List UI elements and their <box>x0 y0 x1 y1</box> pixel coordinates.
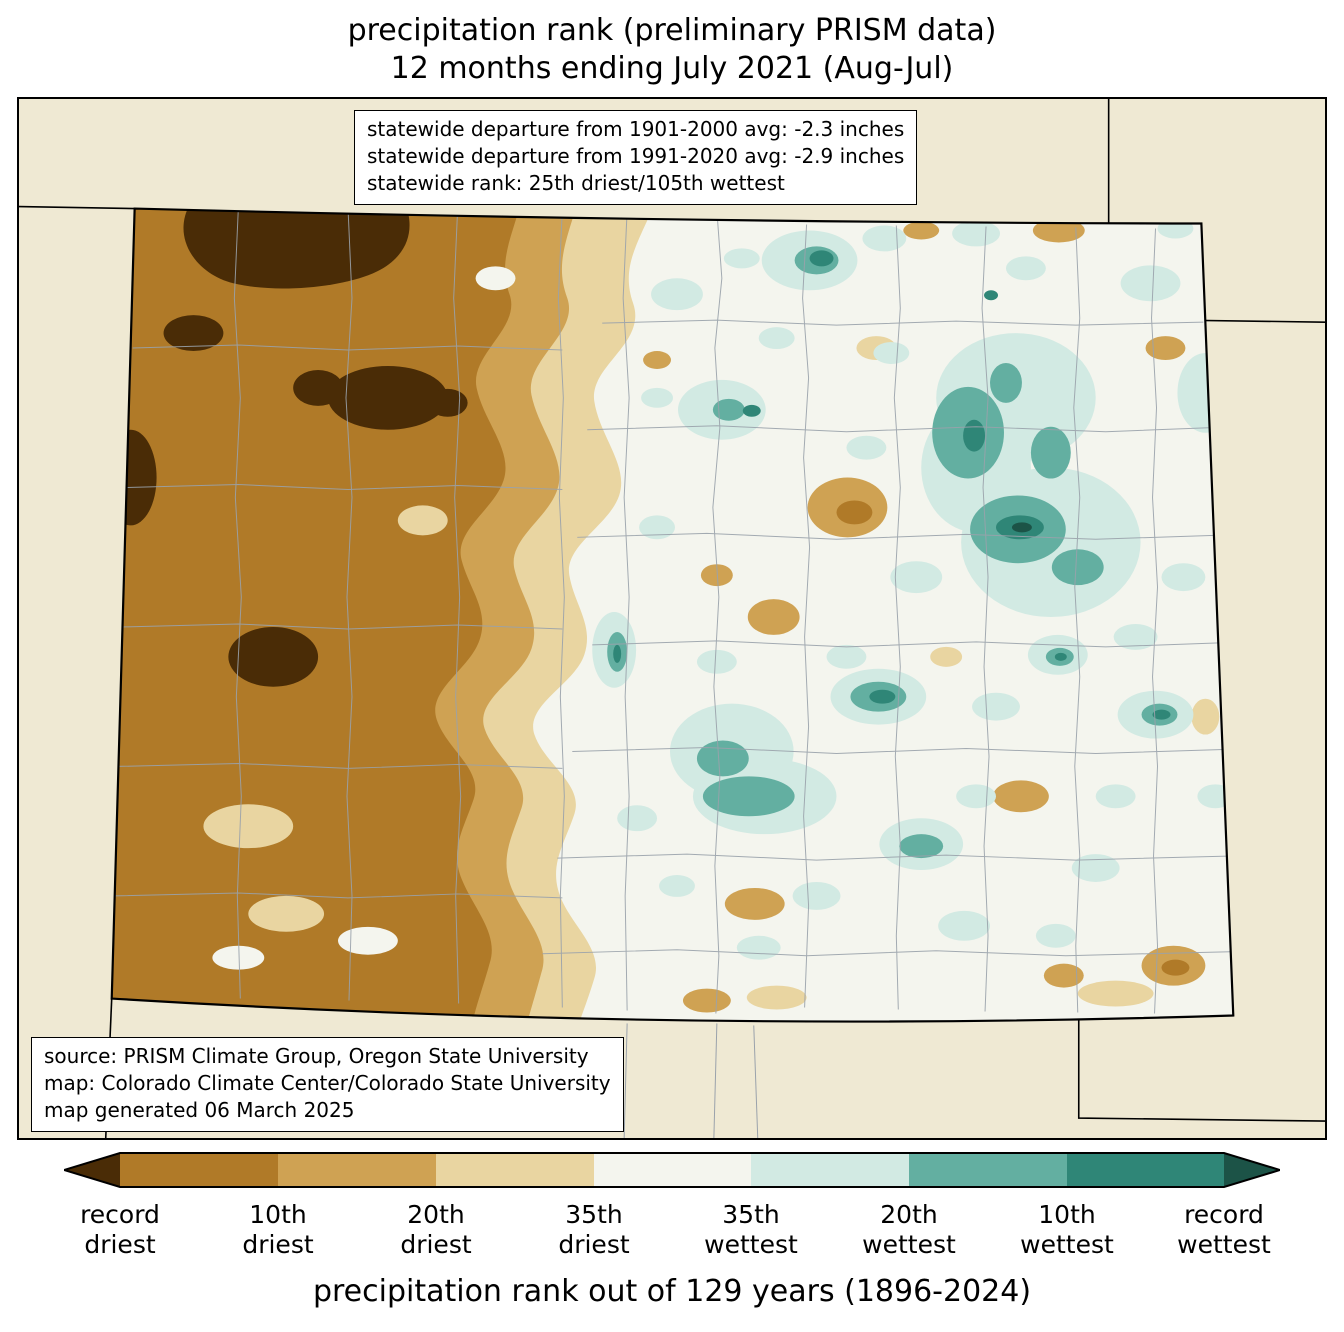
source-box: source: PRISM Climate Group, Oregon Stat… <box>31 1037 624 1132</box>
colorbar <box>60 1150 1284 1190</box>
colorbar-svg <box>60 1152 1284 1188</box>
colorbar-seg-wettest-10th <box>1067 1153 1224 1187</box>
cb-label-record-wettest: record wettest <box>1177 1200 1271 1259</box>
colorbar-labels: record driest 10th driest 20th driest 35th d… <box>64 1200 1280 1266</box>
state-fill-layers <box>111 208 1234 1022</box>
colorbar-arrow-record-driest <box>64 1153 120 1187</box>
record-driest-blobs <box>111 208 468 687</box>
colorbar-seg-wettest-20th <box>909 1153 1067 1187</box>
colorbar-seg-driest-20th <box>278 1153 436 1187</box>
colorbar-seg-wettest-35th <box>751 1153 909 1187</box>
east-tan-blob-cores <box>836 500 1190 976</box>
source-line-3: map generated 06 March 2025 <box>44 1098 355 1123</box>
title-line-1: precipitation rank (preliminary PRISM da… <box>347 13 997 48</box>
colorbar-seg-driest-35th <box>436 1153 594 1187</box>
colorbar-seg-driest-10th <box>120 1153 278 1187</box>
cb-label-20th-driest: 20th driest <box>400 1200 472 1259</box>
neighbor-county-lines <box>623 1023 759 1138</box>
title-line-2: 12 months ending July 2021 (Aug-Jul) <box>390 51 954 87</box>
stats-line-3: statewide rank: 25th driest/105th wettes… <box>367 171 785 196</box>
state-border <box>110 207 1235 1023</box>
source-line-2: map: Colorado Climate Center/Colorado St… <box>44 1071 611 1096</box>
cb-label-20th-wettest: 20th wettest <box>862 1200 956 1259</box>
stats-line-1: statewide departure from 1901-2000 avg: … <box>367 117 905 141</box>
cb-label-35th-wettest: 35th wettest <box>704 1200 798 1259</box>
colorbar-caption: precipitation rank out of 129 years (189… <box>312 1274 1032 1309</box>
cb-label-10th-driest: 10th driest <box>242 1200 314 1259</box>
source-line-1: source: PRISM Climate Group, Oregon Stat… <box>44 1044 589 1068</box>
statewide-stats-box: statewide departure from 1901-2000 avg: … <box>354 110 918 205</box>
precipitation-map-svg <box>19 99 1325 1138</box>
wettest-10th-blobs <box>613 250 1171 720</box>
page-title: precipitation rank (preliminary PRISM da… <box>0 12 1344 89</box>
cb-label-10th-wettest: 10th wettest <box>1020 1200 1114 1259</box>
stats-line-2: statewide departure from 1991-2020 avg: … <box>367 144 905 169</box>
county-lines <box>114 208 1231 1014</box>
dry-region-white-pockets <box>212 266 516 970</box>
colorbar-seg-near-normal <box>594 1153 751 1187</box>
map-frame: statewide departure from 1901-2000 avg: … <box>17 97 1327 1140</box>
cb-label-record-driest: record driest <box>80 1200 160 1259</box>
cb-label-35th-driest: 35th driest <box>558 1200 630 1259</box>
colorbar-arrow-record-wettest <box>1224 1153 1280 1187</box>
dry-region-pale-pockets <box>203 505 448 932</box>
record-wettest-blobs <box>1011 522 1032 533</box>
